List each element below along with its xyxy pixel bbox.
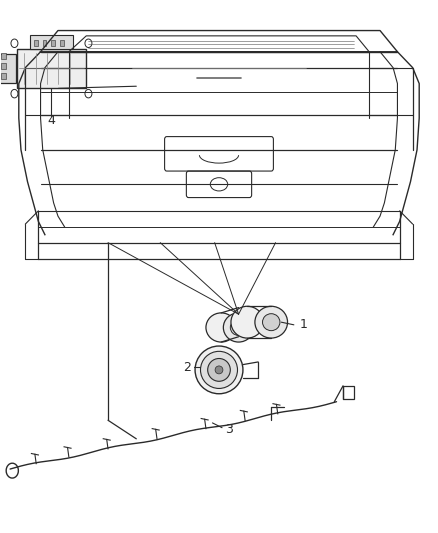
Text: 4: 4: [47, 114, 55, 127]
FancyBboxPatch shape: [17, 49, 86, 88]
Ellipse shape: [201, 351, 237, 389]
Ellipse shape: [215, 366, 223, 374]
Ellipse shape: [206, 313, 237, 342]
Bar: [1, 63, 6, 69]
Bar: [60, 39, 64, 46]
Ellipse shape: [195, 346, 243, 394]
Bar: [1, 53, 6, 59]
Bar: [30, 35, 73, 49]
Bar: [0, 54, 16, 83]
Bar: [1, 74, 6, 79]
Text: 3: 3: [226, 423, 233, 437]
Bar: [34, 39, 38, 46]
Ellipse shape: [208, 359, 230, 381]
Text: 2: 2: [183, 361, 191, 374]
Text: 1: 1: [300, 318, 307, 332]
Ellipse shape: [230, 319, 247, 335]
Ellipse shape: [231, 306, 264, 338]
Bar: [51, 39, 55, 46]
Ellipse shape: [262, 314, 280, 330]
Ellipse shape: [255, 306, 288, 338]
Bar: [43, 39, 46, 46]
Bar: [343, 386, 354, 399]
Ellipse shape: [223, 313, 254, 342]
